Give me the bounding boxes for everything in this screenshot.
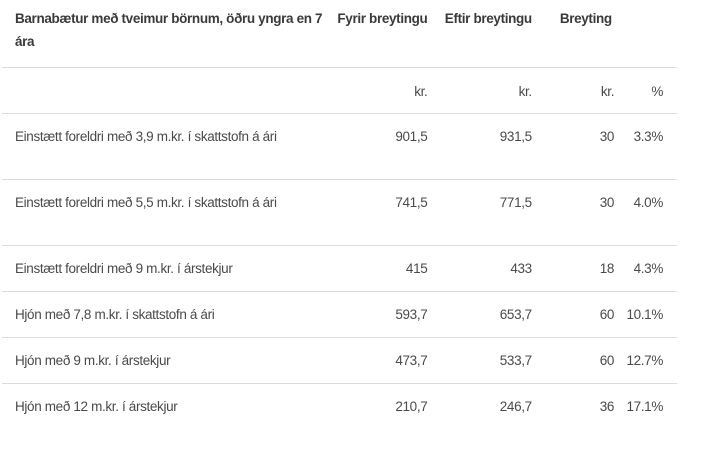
change-value: 36: [599, 398, 615, 414]
change-value: 30: [599, 128, 615, 144]
percent-value: 17.1%: [626, 398, 663, 414]
table-row: Einstætt foreldri með 3,9 m.kr. í skatts…: [2, 113, 677, 179]
table-row: Hjón með 12 m.kr. í árstekjur 210,7 246,…: [2, 383, 677, 429]
after-value: 246,7: [499, 398, 532, 414]
change-value: 18: [599, 260, 615, 276]
percent-value: 12.7%: [626, 352, 663, 368]
before-value: 741,5: [395, 194, 428, 210]
percent-value: 4.0%: [633, 194, 664, 210]
header-change: Breyting: [559, 11, 612, 26]
unit-after: kr.: [518, 83, 533, 99]
percent-value: 4.3%: [633, 260, 664, 276]
header-before: Fyrir breytingu: [337, 11, 428, 26]
before-value: 593,7: [395, 306, 428, 322]
unit-percent: %: [651, 83, 663, 99]
after-value: 533,7: [499, 352, 532, 368]
table-row: Hjón með 9 m.kr. í árstekjur 473,7 533,7…: [2, 337, 677, 383]
header-label: Barnabætur með tveimur börnum, öðru yngr…: [15, 11, 323, 49]
header-after: Eftir breytingu: [444, 11, 532, 26]
after-value: 653,7: [499, 306, 532, 322]
unit-before: kr.: [414, 83, 428, 99]
percent-value: 3.3%: [633, 128, 664, 144]
change-value: 60: [599, 306, 615, 322]
after-value: 931,5: [499, 128, 532, 144]
row-label: Hjón með 7,8 m.kr. í skattstofn á ári: [15, 306, 215, 322]
unit-change: kr.: [600, 83, 615, 99]
child-benefit-table: Barnabætur með tveimur börnum, öðru yngr…: [2, 0, 677, 429]
before-value: 901,5: [395, 128, 428, 144]
units-row: kr. kr. kr. %: [2, 67, 677, 113]
row-label: Einstætt foreldri með 3,9 m.kr. í skatts…: [15, 128, 277, 144]
percent-value: 10.1%: [626, 306, 663, 322]
row-label: Hjón með 9 m.kr. í árstekjur: [15, 352, 171, 368]
after-value: 771,5: [499, 194, 532, 210]
before-value: 415: [405, 260, 428, 276]
unit-label: [2, 67, 323, 113]
table-row: Hjón með 7,8 m.kr. í skattstofn á ári 59…: [2, 291, 677, 337]
before-value: 210,7: [395, 398, 428, 414]
header-row: Barnabætur með tveimur börnum, öðru yngr…: [2, 0, 677, 67]
before-value: 473,7: [395, 352, 428, 368]
change-value: 30: [599, 194, 615, 210]
change-value: 60: [599, 352, 615, 368]
after-value: 433: [510, 260, 532, 276]
table-row: Einstætt foreldri með 5,5 m.kr. í skatts…: [2, 179, 677, 245]
row-label: Hjón með 12 m.kr. í árstekjur: [15, 398, 178, 414]
row-label: Einstætt foreldri með 9 m.kr. í árstekju…: [15, 260, 233, 276]
table-row: Einstætt foreldri með 9 m.kr. í árstekju…: [2, 245, 677, 291]
row-label: Einstætt foreldri með 5,5 m.kr. í skatts…: [15, 194, 277, 210]
